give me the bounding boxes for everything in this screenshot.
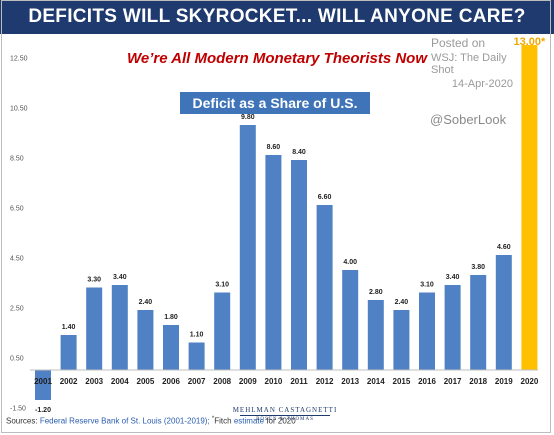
x-category-label: 2003 [85, 377, 103, 386]
logo-line1: MEHLMAN CASTAGNETTI [232, 406, 338, 414]
x-category-label: 2002 [60, 377, 78, 386]
x-category-label: 2019 [495, 377, 513, 386]
bar [342, 270, 359, 370]
bar-value-label: 2.40 [395, 299, 409, 306]
bar [188, 342, 205, 370]
chart-title: Deficit as a Share of U.S. GDP [180, 92, 370, 133]
sources-label: Sources: [6, 416, 38, 426]
watermark-handle: @SoberLook [430, 112, 507, 127]
bar-value-label: 4.00 [343, 259, 357, 266]
sources-note: Sources: Federal Reserve Bank of St. Lou… [6, 416, 296, 426]
x-category-label: 2011 [290, 377, 308, 386]
bar [265, 155, 282, 370]
bar-value-label: 1.80 [164, 314, 178, 321]
watermark-date: 14-Apr-2020 [451, 78, 513, 90]
watermark: Posted on WSJ: The Daily Shot 14-Apr-202… [431, 36, 521, 90]
logo-rule [240, 415, 330, 416]
sources-estimate-link[interactable]: estimate [233, 416, 265, 426]
bar-value-label: 3.30 [87, 277, 101, 284]
bar [291, 160, 307, 370]
bar-value-label: 9.80 [241, 114, 255, 121]
bar [239, 125, 256, 370]
bar-value-label: 2.80 [369, 289, 383, 296]
sources-fitch-mark: * [211, 416, 215, 422]
bar-value-label: 1.40 [62, 324, 76, 331]
bar-value-label: 8.60 [267, 144, 281, 151]
bar [495, 255, 512, 370]
bar-value-label: 6.60 [318, 194, 332, 201]
bar [316, 205, 333, 370]
x-category-label: 2006 [162, 377, 180, 386]
bar [444, 285, 461, 370]
y-tick-label: 12.50 [10, 56, 28, 63]
bar-value-label: -1.20 [35, 407, 51, 414]
bar [137, 310, 154, 370]
x-category-label: 2015 [393, 377, 411, 386]
bar-value-label: 13.00* [513, 36, 546, 48]
bar [470, 275, 487, 370]
bar [419, 292, 435, 370]
bar [214, 292, 231, 370]
watermark-source: WSJ: The Daily Shot [431, 52, 507, 76]
x-category-label: 2020 [521, 377, 539, 386]
bar-value-label: 3.80 [471, 264, 485, 271]
bar-value-label: 3.40 [113, 274, 127, 281]
x-category-label: 2009 [239, 377, 257, 386]
bar-value-label: 3.40 [446, 274, 460, 281]
y-tick-label: 0.50 [10, 356, 24, 363]
x-category-label: 2014 [367, 377, 385, 386]
y-tick-label: 2.50 [10, 306, 24, 313]
x-category-label: 2013 [341, 377, 359, 386]
x-category-label: 2018 [469, 377, 487, 386]
bar [367, 300, 384, 370]
x-category-label: 2008 [213, 377, 231, 386]
y-tick-label: 4.50 [10, 256, 24, 263]
bar [163, 325, 179, 370]
bar [111, 285, 128, 370]
y-tick-label: 6.50 [10, 206, 24, 213]
logo-line2: ROSEN & THOMAS [256, 417, 314, 422]
chart-subtitle: We’re All Modern Monetary Theorists Now [126, 50, 428, 67]
y-tick-label: 8.50 [10, 156, 24, 163]
sources-fed-link[interactable]: Federal Reserve Bank of St. Louis (2001-… [39, 416, 210, 426]
bar-value-label: 3.10 [420, 282, 434, 289]
y-tick-label: 10.50 [10, 106, 28, 113]
banner-title: DEFICITS WILL SKYROCKET... WILL ANYONE C… [0, 0, 554, 34]
sources-for: for 2020 [266, 416, 296, 426]
x-category-label: 2001 [34, 377, 52, 386]
bar [86, 287, 103, 370]
bar-value-label: 2.40 [139, 299, 153, 306]
bar-value-label: 1.10 [190, 332, 204, 339]
x-category-label: 2007 [188, 377, 206, 386]
watermark-posted-on: Posted on [431, 36, 486, 50]
bar-2020-highlight [521, 45, 538, 370]
x-category-label: 2005 [137, 377, 155, 386]
x-category-label: 2016 [418, 377, 436, 386]
x-category-label: 2004 [111, 377, 129, 386]
bar-value-label: 8.40 [292, 149, 306, 156]
sources-fitch: Fitch [214, 416, 232, 426]
x-category-label: 2017 [444, 377, 462, 386]
firm-logo: MEHLMAN CASTAGNETTI ROSEN & THOMAS [225, 406, 345, 422]
bar [393, 310, 410, 370]
bar [60, 335, 77, 370]
bar-value-label: 4.60 [497, 244, 511, 251]
x-category-label: 2010 [265, 377, 283, 386]
bar-value-label: 3.10 [215, 282, 229, 289]
bar [35, 370, 51, 400]
x-category-label: 2012 [316, 377, 334, 386]
y-tick-label: -1.50 [10, 406, 26, 413]
